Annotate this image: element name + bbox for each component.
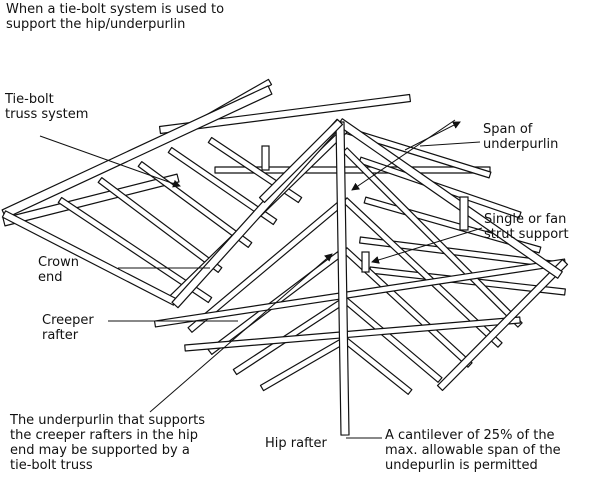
span-dimension-start [404,121,461,151]
strut-post [361,251,370,273]
span-leader [419,141,481,147]
creeper-rafter [184,316,521,352]
eave-plate [436,258,569,392]
crown-end-label: Crown end [38,255,79,285]
underpurlin-note: The underpurlin that supports the creepe… [10,413,206,473]
creeper-rafter [167,146,278,226]
strut-leader [371,227,483,264]
underpurlin [153,258,567,328]
creeper-rafter [137,160,253,249]
diagram-title: When a tie-bolt system is used to suppor… [6,2,225,32]
ridge-board [1,85,273,219]
strut-post [261,145,270,171]
tie-bolt-label: Tie-bolt truss system [5,92,89,122]
strut-posts [261,145,469,273]
jack-rafter [342,147,523,328]
back-plate [158,93,412,135]
hip-rafter [335,121,350,436]
cantilever-note: A cantilever of 25% of the max. allowabl… [385,428,561,473]
strut-post [459,196,469,231]
creeper-rafter [57,196,213,304]
span-label: Span of underpurlin [483,122,559,152]
creeper-rafter-label: Creeper rafter [42,313,94,343]
tie-bolt-leader [39,135,181,188]
hip-rafter [337,118,563,279]
underpurlin-leader [149,253,333,413]
leader-lines [39,119,483,439]
strut-label: Single or fan strut support [484,212,569,242]
span-dimension [351,119,456,191]
hip-rafter-label: Hip rafter [265,436,327,451]
hip-rafter [258,118,344,204]
creeper-rafter [97,177,223,273]
jack-rafter [342,297,443,383]
